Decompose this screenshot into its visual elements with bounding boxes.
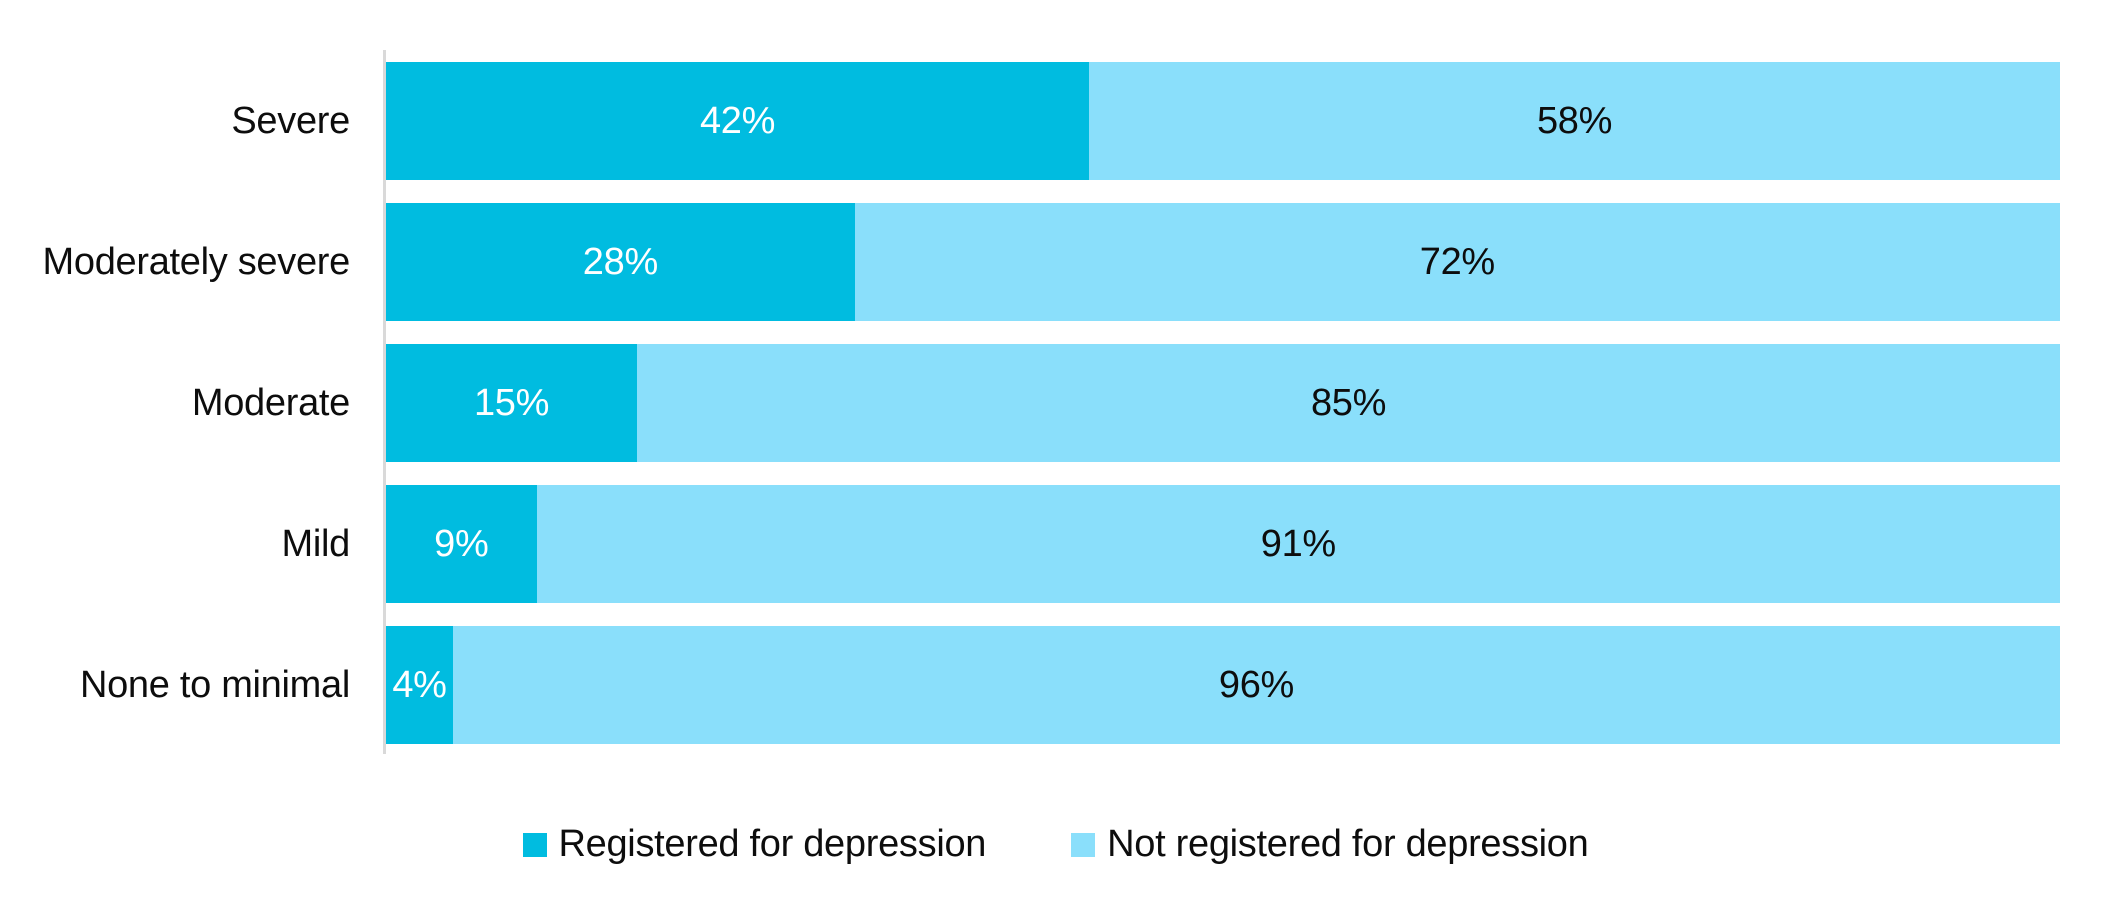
bar-row: Moderate 15% 85% [0, 344, 2060, 462]
plot-area: Severe 42% 58% Moderately severe 28% 72% Moder… [0, 62, 2060, 744]
data-label: 4% [392, 664, 447, 706]
legend-swatch-icon [1071, 832, 1096, 857]
data-label: 28% [582, 241, 658, 283]
category-label: Severe [231, 99, 350, 142]
legend-item-not-registered: Not registered for depression [1071, 823, 1589, 866]
category-axis-line [383, 50, 386, 754]
bar-segment-not-registered: 91% [536, 485, 2060, 603]
data-label: 91% [1260, 523, 1336, 565]
stacked-bar: 42% 58% [386, 62, 2060, 180]
bar-segment-registered: 42% [386, 62, 1090, 180]
category-label: Moderate [191, 381, 350, 424]
category-label: None to minimal [79, 663, 350, 706]
legend-label: Registered for depression [558, 823, 987, 865]
bar-row: Severe 42% 58% [0, 62, 2060, 180]
data-label: 85% [1310, 382, 1387, 424]
bar-row: Moderately severe 28% 72% [0, 203, 2060, 321]
category-label: Moderately severe [42, 240, 351, 283]
legend-label: Not registered for depression [1107, 823, 1589, 865]
bar-row: Mild 9% 91% [0, 485, 2060, 603]
stacked-bar: 15% 85% [386, 344, 2060, 462]
data-label: 58% [1536, 100, 1613, 142]
bar-segment-registered: 28% [386, 203, 855, 321]
bar-row: None to minimal 4% 96% [0, 626, 2060, 744]
category-label: Mild [281, 522, 351, 565]
legend-item-registered: Registered for depression [522, 823, 987, 866]
bar-segment-not-registered: 58% [1089, 62, 2060, 180]
data-label: 15% [473, 382, 550, 424]
data-label: 72% [1419, 241, 1495, 283]
bar-segment-registered: 9% [386, 485, 537, 603]
chart-legend: Registered for depression Not registered … [0, 823, 2111, 866]
legend-swatch-icon [522, 832, 547, 857]
data-label: 96% [1218, 664, 1295, 706]
bar-segment-not-registered: 72% [854, 203, 2060, 321]
stacked-bar: 28% 72% [386, 203, 2060, 321]
data-label: 9% [434, 523, 489, 565]
stacked-bar: 4% 96% [386, 626, 2060, 744]
bar-segment-not-registered: 96% [452, 626, 2060, 744]
bar-segment-not-registered: 85% [637, 344, 2060, 462]
bar-segment-registered: 15% [386, 344, 638, 462]
data-label: 42% [699, 100, 776, 142]
bar-segment-registered: 4% [386, 626, 453, 744]
stacked-bar: 9% 91% [386, 485, 2060, 603]
